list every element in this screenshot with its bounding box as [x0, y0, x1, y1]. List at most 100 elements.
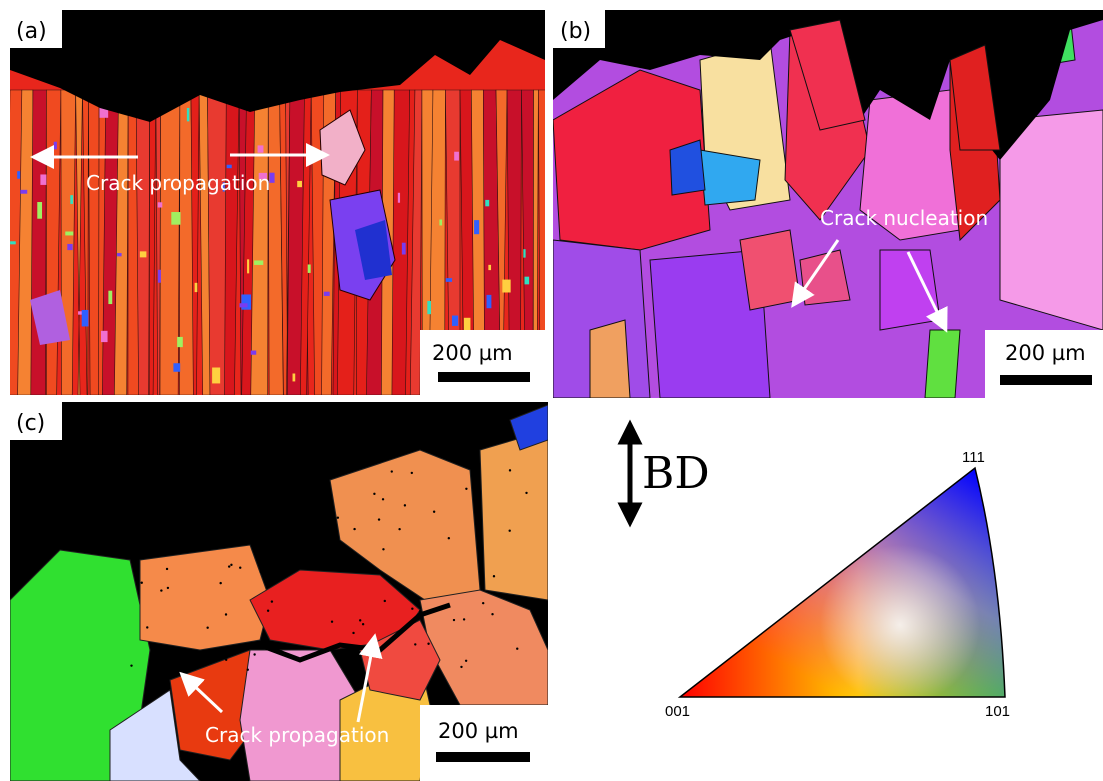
speck — [460, 666, 462, 668]
speck — [487, 295, 492, 308]
speck — [362, 623, 364, 625]
speck — [273, 519, 275, 521]
speck — [10, 241, 16, 244]
speck — [391, 470, 393, 472]
ipf-corner: 101 — [985, 703, 1010, 720]
speck — [253, 653, 255, 655]
speck — [20, 190, 27, 194]
speck — [239, 566, 241, 568]
speck — [382, 548, 384, 550]
speck — [488, 265, 491, 270]
speck — [502, 280, 510, 293]
speck — [167, 587, 169, 589]
speck — [258, 145, 264, 152]
speck — [195, 283, 198, 292]
speck — [17, 171, 20, 179]
speck — [419, 610, 421, 612]
speck — [433, 511, 435, 513]
speck — [352, 632, 354, 634]
speck — [67, 244, 72, 250]
speck — [187, 108, 189, 121]
speck — [82, 310, 89, 327]
speck — [254, 260, 263, 264]
speck — [247, 669, 249, 671]
speck — [509, 469, 511, 471]
speck — [402, 243, 406, 255]
panel-label: (a) — [16, 19, 47, 44]
ipf-corner: 111 — [962, 449, 985, 466]
scale-bar-label: 200 µm — [432, 341, 513, 365]
grain — [925, 330, 960, 398]
speck — [439, 220, 442, 226]
speck — [516, 647, 518, 649]
speck — [316, 557, 318, 559]
speck — [225, 613, 227, 615]
speck — [524, 277, 529, 285]
speck — [465, 488, 467, 490]
speck — [414, 643, 416, 645]
speck — [70, 195, 73, 204]
speck — [117, 253, 122, 256]
speck — [446, 278, 452, 282]
speck — [523, 249, 525, 257]
speck — [384, 600, 386, 602]
scale-bar — [1000, 375, 1092, 385]
grain — [880, 250, 940, 330]
speck — [485, 200, 489, 206]
speck — [130, 664, 132, 666]
speck — [359, 619, 361, 621]
speck — [290, 569, 292, 571]
speck — [225, 659, 227, 661]
speck — [265, 490, 267, 492]
speck — [40, 174, 46, 184]
speck — [140, 251, 147, 257]
speck — [493, 575, 495, 577]
speck — [267, 610, 269, 612]
speck — [337, 517, 339, 519]
speck — [403, 588, 405, 590]
speck — [448, 537, 450, 539]
speck — [260, 571, 262, 573]
speck — [220, 504, 222, 506]
speck — [378, 518, 380, 520]
speck — [157, 501, 159, 503]
panel-label: (b) — [560, 19, 591, 44]
speck — [427, 643, 429, 645]
speck — [54, 142, 57, 150]
speck — [482, 602, 484, 604]
grain — [31, 90, 47, 395]
annotation: Crack propagation — [86, 171, 270, 195]
speck — [181, 534, 183, 536]
speck — [182, 471, 184, 473]
speck — [251, 351, 257, 355]
speck — [141, 582, 143, 584]
grain — [1000, 110, 1103, 330]
speck — [280, 499, 282, 501]
speck — [331, 621, 333, 623]
speck — [206, 627, 208, 629]
speck — [173, 363, 180, 372]
figure: (a) Crack propagation 200 µm (b) Crack n… — [0, 0, 1103, 781]
speck — [465, 660, 467, 662]
speck — [271, 600, 273, 602]
grain — [88, 90, 99, 395]
speck — [398, 528, 400, 530]
speck — [373, 493, 375, 495]
panel-label: (c) — [16, 411, 45, 436]
ipf-white — [680, 468, 1005, 697]
speck — [463, 618, 465, 620]
speck — [226, 502, 228, 504]
speck — [158, 202, 163, 207]
speck — [284, 519, 286, 521]
speck — [146, 626, 148, 628]
ipf-corner: 001 — [665, 703, 690, 720]
speck — [188, 502, 190, 504]
grain — [140, 545, 270, 650]
speck — [297, 181, 302, 187]
scale-bar-box — [420, 705, 548, 781]
speck — [324, 292, 330, 296]
speck — [227, 165, 232, 168]
speck — [427, 301, 431, 314]
speck — [509, 530, 511, 532]
speck — [219, 582, 221, 584]
